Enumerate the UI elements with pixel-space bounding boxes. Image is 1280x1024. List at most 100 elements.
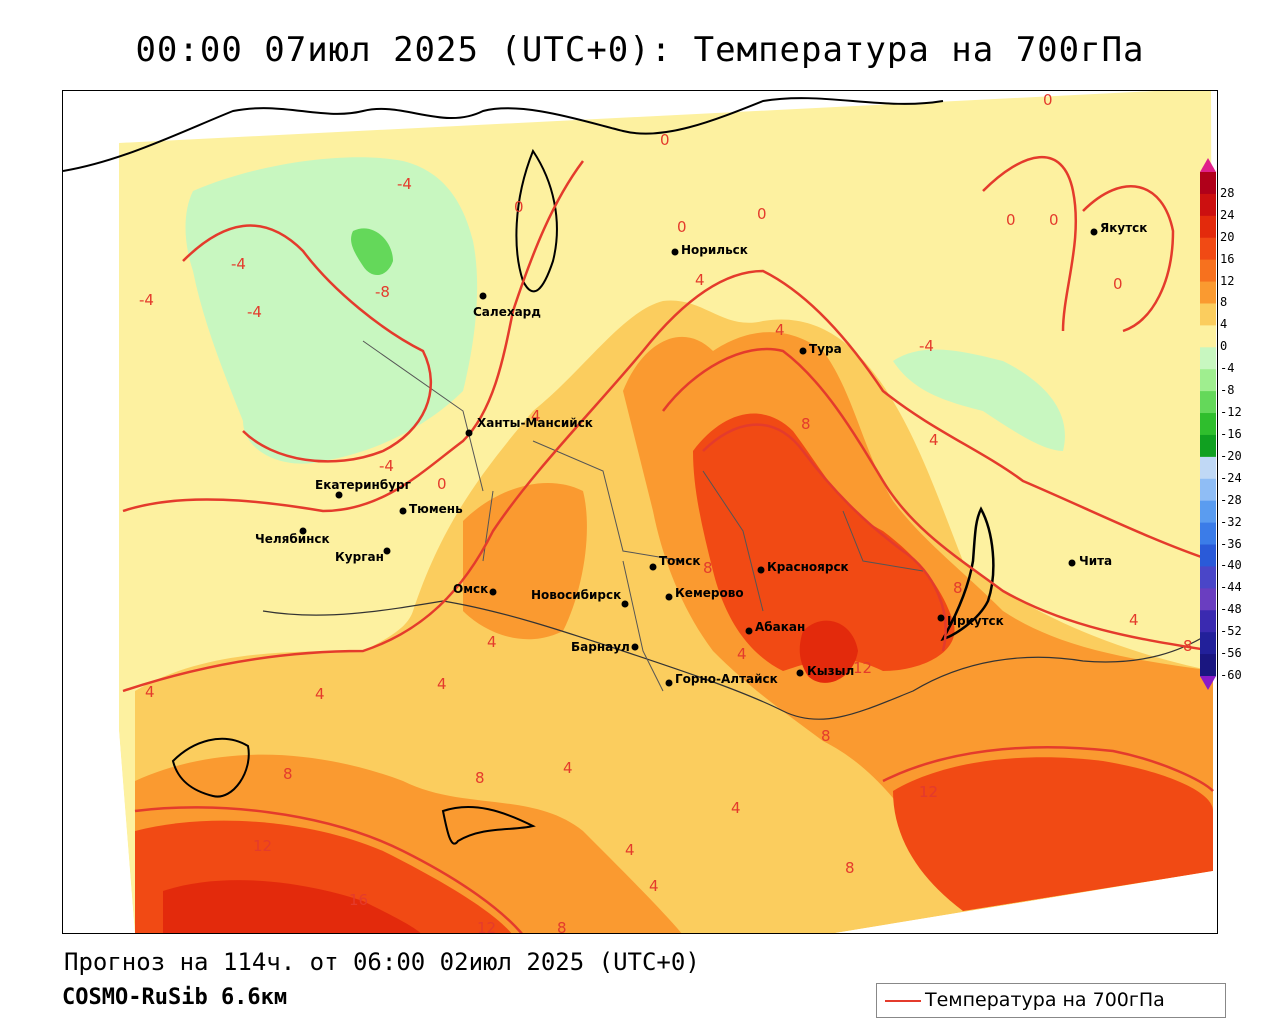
city-label-khanty-mansiysk: Ханты-Мансийск [477, 416, 593, 430]
isoline-label: 12 [919, 783, 938, 801]
isotherm-12 [702, 423, 947, 652]
isoline-label: 8 [703, 559, 713, 577]
isoline-label: 4 [737, 645, 747, 663]
colorbar-tick-label: 20 [1220, 229, 1235, 244]
isoline-label: 4 [775, 321, 785, 339]
colorbar-cell [1200, 172, 1216, 195]
isoline-label: 4 [929, 431, 939, 449]
city-label-salekhard: Салехард [473, 305, 541, 319]
isotherm-minus4 [182, 224, 433, 463]
isoline-label: 8 [283, 765, 293, 783]
colorbar-tick-label: -56 [1220, 646, 1242, 661]
colorbar-cell [1200, 566, 1216, 589]
isoline-label: 4 [315, 685, 325, 703]
yamal-peninsula [515, 148, 558, 293]
forecast-info: Прогноз на 114ч. от 06:00 02июл 2025 (UT… [64, 948, 700, 976]
colorbar-cell [1200, 588, 1216, 611]
isotherm-0-east [982, 155, 1175, 333]
isoline-label: 4 [1129, 611, 1139, 629]
colorbar-arrow-top [1200, 158, 1216, 172]
colorbar-cell [1200, 347, 1216, 370]
isoline-label: 12 [853, 659, 872, 677]
colorbar [1200, 158, 1216, 690]
colorbar-cell [1200, 237, 1216, 261]
city-label-norilsk: Норильск [681, 243, 748, 257]
isoline-label: 8 [845, 859, 855, 877]
colorbar-cell [1200, 544, 1216, 567]
isoline-label: 8 [475, 769, 485, 787]
isoline-label: 0 [437, 475, 447, 493]
colorbar-tick-label: -48 [1220, 602, 1242, 617]
colorbar-tick-label: 4 [1220, 317, 1228, 332]
isoline-label: 0 [677, 218, 687, 236]
city-label-yakutsk: Якутск [1100, 221, 1147, 235]
colorbar-cell [1200, 303, 1216, 326]
city-label-abakan: Абакан [755, 620, 805, 634]
isoline-label: 4 [625, 841, 635, 859]
isoline-label: 4 [731, 799, 741, 817]
isoline-label: 8 [821, 727, 831, 745]
legend: Температура на 700гПа [876, 983, 1226, 1018]
lake-balkhash [441, 805, 536, 845]
colorbar-cell [1200, 632, 1216, 655]
zone-16-kyzyl [799, 620, 858, 683]
map-canvas: -4 -4 -4 -4 -8 -4 0 0 0 0 0 0 0 -4 0 0 4… [63, 91, 1217, 934]
colorbar-cell [1200, 522, 1216, 546]
city-label-kyzyl: Кызыл [807, 664, 854, 678]
colorbar-cell [1200, 193, 1216, 217]
isoline-label: 8 [953, 579, 963, 597]
isoline-label: -4 [919, 337, 934, 355]
colorbar-cell [1200, 215, 1216, 239]
isoline-label: 4 [145, 683, 155, 701]
city-label-irkutsk: Иркутск [947, 614, 1004, 628]
isotherm-0-west [122, 160, 585, 513]
colorbar-cell [1200, 456, 1216, 480]
colorbar-cell [1200, 434, 1216, 458]
city-label-tura: Тура [809, 342, 842, 356]
city-label-chelyabinsk: Челябинск [255, 532, 330, 546]
colorbar-cell [1200, 259, 1216, 283]
isoline-label: 12 [477, 919, 496, 934]
colorbar-tick-label: -28 [1220, 492, 1242, 507]
colorbar-tick-label: -32 [1220, 514, 1242, 529]
zone-minus4-nw [185, 157, 478, 464]
region-borders [362, 340, 924, 692]
colorbar-tick-label: -4 [1220, 361, 1235, 376]
zone-8-west [463, 482, 587, 640]
colorbar-tick-label: 24 [1220, 207, 1235, 222]
colorbar-cell [1200, 654, 1216, 677]
isoline-label: -4 [379, 457, 394, 475]
baikal-lake [940, 506, 995, 642]
isoline-label: 16 [349, 891, 368, 909]
isoline-label: -8 [375, 283, 390, 301]
colorbar-cell [1200, 413, 1216, 436]
city-label-tyumen: Тюмень [409, 502, 463, 516]
isoline-label: -4 [397, 175, 412, 193]
isoline-label: 0 [1049, 211, 1059, 229]
colorbar-cell [1200, 325, 1216, 348]
isoline-label: 12 [253, 837, 272, 855]
colorbar-arrow-bottom [1200, 676, 1216, 690]
zone-12-east [893, 757, 1213, 911]
temperature-map: -4 -4 -4 -4 -8 -4 0 0 0 0 0 0 0 -4 0 0 4… [62, 90, 1218, 934]
colorbar-tick-label: -40 [1220, 558, 1242, 573]
isoline-label: 4 [649, 877, 659, 895]
colorbar-tick-label: -60 [1220, 668, 1242, 682]
isoline-label: 0 [660, 131, 670, 149]
city-label-omsk: Омск [453, 582, 488, 596]
isoline-label: 4 [487, 633, 497, 651]
isoline-label: 4 [437, 675, 447, 693]
coastline-north [63, 97, 944, 172]
city-label-gorno-altaysk: Горно-Алтайск [675, 672, 778, 686]
city-label-yekaterinburg: Екатеринбург [315, 478, 411, 492]
colorbar-cell [1200, 478, 1216, 502]
colorbar-tick-label: 16 [1220, 251, 1235, 266]
isoline-label: 12 [919, 783, 938, 801]
colorbar-tick-label: -12 [1220, 405, 1242, 420]
colorbar-tick-label: 12 [1220, 273, 1235, 288]
city-label-novosibirsk: Новосибирск [531, 588, 621, 602]
colorbar-tick-label: -24 [1220, 470, 1242, 485]
isoline-label: -4 [139, 291, 154, 309]
city-markers: Норильск Якутск Салехард Тура Ханты-Манс… [255, 221, 1147, 687]
isoline-label: 8 [557, 919, 567, 934]
